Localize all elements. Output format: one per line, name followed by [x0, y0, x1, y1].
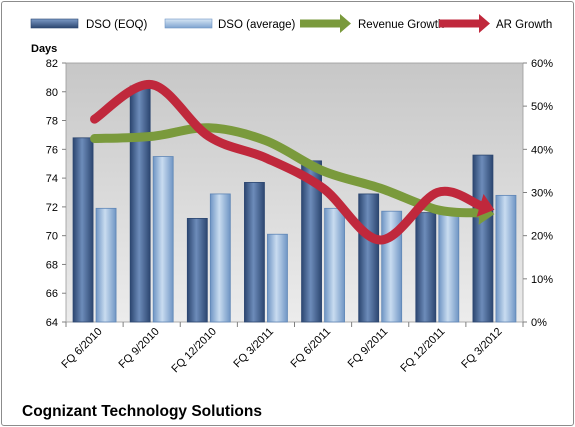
bar-dso-eoq-7: [472, 154, 494, 323]
x-tick-label: FQ 9/2011: [346, 326, 391, 371]
y-tick-label: 70: [46, 231, 58, 243]
line-ar-growth: [90, 80, 485, 245]
legend-swatch-ar-growth: [439, 14, 490, 33]
bar-dso-average-1: [152, 156, 174, 323]
x-tick-label: FQ 6/2011: [289, 326, 334, 371]
legend-swatch-dso-eoq: [30, 18, 79, 29]
arrowhead-ar-growth: [476, 193, 495, 217]
line-revenue-growth: [90, 123, 484, 218]
bar-layer: [72, 85, 517, 323]
x-tick-label: FQ 12/2011: [398, 326, 447, 375]
y2-tick-label: 30%: [531, 188, 553, 200]
y-axis-title: Days: [31, 43, 57, 55]
bar-dso-average-7: [495, 194, 517, 323]
legend-item-revenue-growth: Revenue Growth: [300, 14, 444, 33]
bar-dso-average-4: [324, 207, 345, 323]
y-tick-label: 78: [46, 116, 58, 128]
y-tick-label: 76: [46, 144, 58, 156]
y2-tick-label: 20%: [531, 231, 553, 243]
legend-item-dso-eoq: DSO (EOQ): [30, 18, 148, 31]
x-tick-label: FQ 9/2010: [117, 326, 162, 371]
y2-tick-label: 60%: [531, 58, 553, 70]
bar-dso-eoq-2: [186, 217, 208, 323]
x-tick-label: FQ 12/2010: [169, 326, 219, 376]
y-tick-label: 72: [46, 202, 58, 214]
bar-dso-eoq-0: [72, 137, 94, 323]
y-tick-label: 82: [46, 58, 58, 70]
bar-dso-average-0: [95, 207, 117, 323]
line-layer: [90, 80, 495, 245]
legend-label-revenue-growth: Revenue Growth: [358, 19, 444, 31]
y-tick-label: 80: [46, 87, 58, 99]
bar-dso-eoq-5: [358, 193, 380, 323]
y2-tick-label: 50%: [531, 101, 553, 113]
legend-swatch-revenue-growth: [300, 14, 351, 33]
y2-tick-label: 10%: [531, 274, 553, 286]
legend-label-dso-average: DSO (average): [218, 19, 296, 31]
legend-item-dso-average: DSO (average): [164, 18, 296, 31]
bar-dso-eoq-3: [244, 182, 265, 323]
bar-dso-average-2: [209, 193, 231, 323]
y-tick-label: 74: [46, 173, 58, 185]
x-tick-label: FQ 3/2012: [459, 326, 504, 371]
y2-tick-label: 40%: [531, 144, 553, 156]
bar-dso-average-3: [267, 233, 288, 323]
x-tick-label: FQ 3/2011: [231, 326, 276, 371]
x-tick-label: FQ 6/2010: [59, 326, 104, 371]
legend-swatch-dso-average: [164, 18, 213, 29]
chart-title: Cognizant Technology Solutions: [22, 403, 262, 420]
legend-label-dso-eoq: DSO (EOQ): [86, 19, 148, 31]
y-tick-label: 64: [46, 317, 58, 329]
legend-item-ar-growth: AR Growth: [439, 14, 552, 33]
bar-dso-average-6: [438, 213, 460, 323]
y-tick-label: 68: [46, 259, 58, 271]
bar-dso-eoq-6: [415, 212, 437, 323]
y2-tick-label: 0%: [531, 317, 547, 329]
bar-dso-eoq-1: [129, 85, 151, 323]
legend: DSO (EOQ) DSO (average) Revenue Growth A…: [30, 14, 552, 33]
y-tick-label: 66: [46, 288, 58, 300]
legend-label-ar-growth: AR Growth: [496, 19, 552, 31]
